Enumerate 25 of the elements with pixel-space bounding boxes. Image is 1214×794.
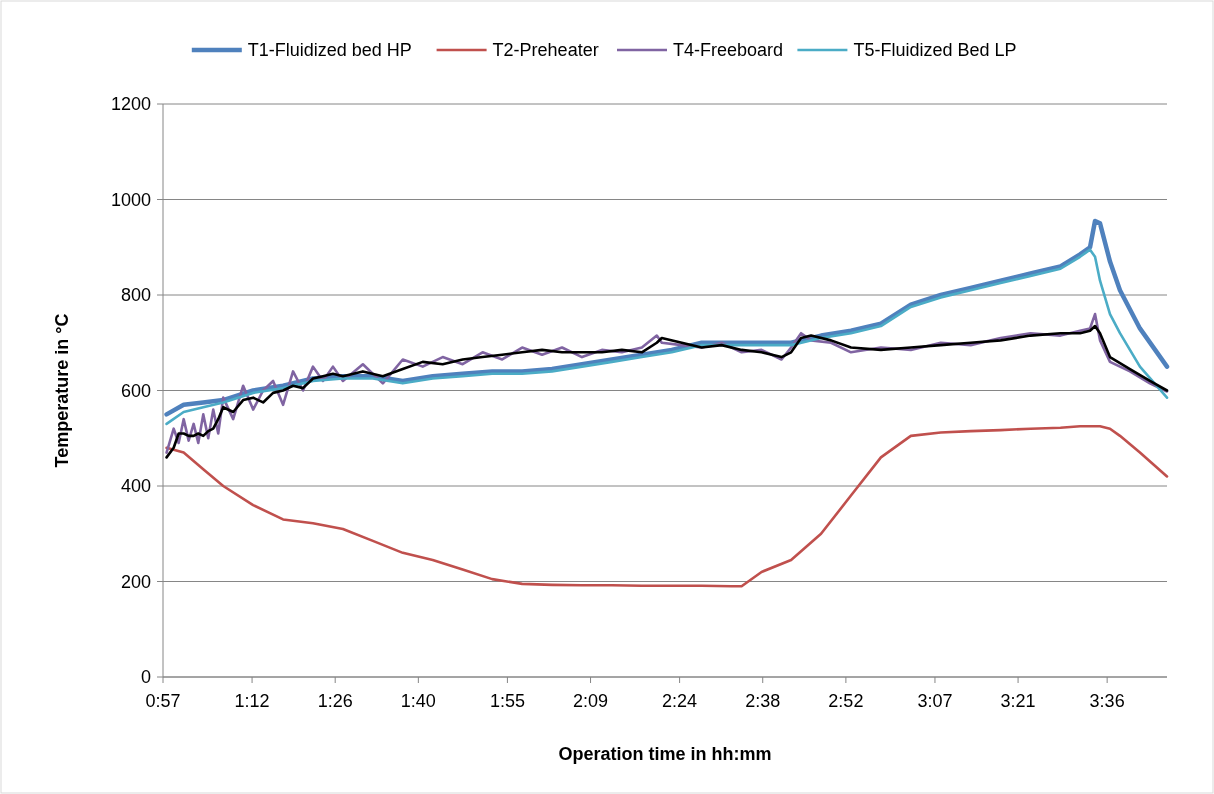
x-tick-label: 3:07 xyxy=(917,691,953,711)
x-tick-label: 1:40 xyxy=(400,691,436,711)
x-axis-title: Operation time in hh:mm xyxy=(558,744,772,764)
legend-label: T1-Fluidized bed HP xyxy=(247,40,412,61)
y-tick-label: 200 xyxy=(120,571,151,592)
legend-label: T4-Freeboard xyxy=(673,40,784,61)
legend-label: T5-Fluidized Bed LP xyxy=(853,40,1017,61)
x-tick-label: 1:55 xyxy=(489,691,525,711)
y-tick-label: 1200 xyxy=(110,94,151,115)
y-tick-label: 600 xyxy=(120,380,151,401)
x-tick-label: 1:26 xyxy=(317,691,353,711)
y-tick-label: 0 xyxy=(140,667,151,688)
y-tick-label: 800 xyxy=(120,285,151,306)
x-tick-label: 3:21 xyxy=(1000,691,1036,711)
x-tick-label: 2:38 xyxy=(745,691,781,711)
x-tick-label: 2:24 xyxy=(662,691,698,711)
y-tick-label: 1000 xyxy=(110,189,151,210)
x-tick-label: 1:12 xyxy=(234,691,270,711)
x-tick-label: 3:36 xyxy=(1089,691,1125,711)
x-tick-label: 0:57 xyxy=(145,691,181,711)
y-tick-label: 400 xyxy=(120,476,151,497)
x-tick-label: 2:52 xyxy=(828,691,864,711)
y-axis-title: Temperature in °C xyxy=(52,313,72,468)
legend-label: T2-Preheater xyxy=(492,40,599,61)
x-tick-label: 2:09 xyxy=(573,691,609,711)
